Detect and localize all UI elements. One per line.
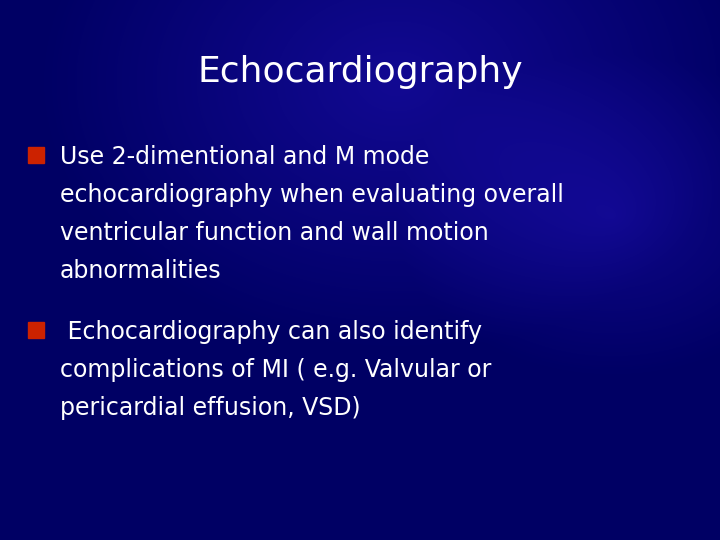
Text: abnormalities: abnormalities <box>60 259 222 283</box>
FancyBboxPatch shape <box>28 322 44 338</box>
Text: complications of MI ( e.g. Valvular or: complications of MI ( e.g. Valvular or <box>60 358 491 382</box>
Text: pericardial effusion, VSD): pericardial effusion, VSD) <box>60 396 361 420</box>
Text: Echocardiography can also identify: Echocardiography can also identify <box>60 320 482 344</box>
Text: ventricular function and wall motion: ventricular function and wall motion <box>60 221 489 245</box>
Text: echocardiography when evaluating overall: echocardiography when evaluating overall <box>60 183 564 207</box>
FancyBboxPatch shape <box>28 147 44 163</box>
Text: Use 2-dimentional and M mode: Use 2-dimentional and M mode <box>60 145 429 169</box>
Text: Echocardiography: Echocardiography <box>197 55 523 89</box>
